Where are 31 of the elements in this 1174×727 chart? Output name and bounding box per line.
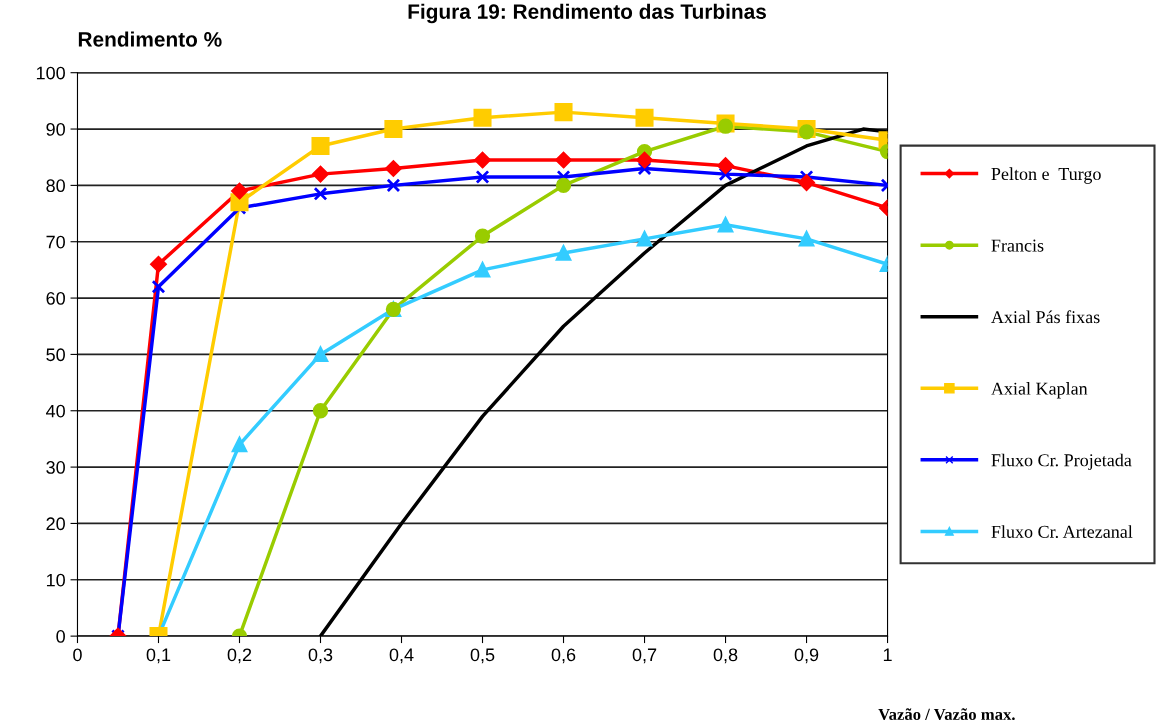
x-tick-label: 0,9	[794, 648, 819, 664]
chart-title: Figura 19: Rendimento das Turbinas	[408, 3, 766, 24]
y-tick-label: 90	[46, 122, 65, 136]
y-tick-label: 50	[46, 348, 65, 362]
y-axis-title: Rendimento %	[78, 31, 222, 47]
y-tick-label: 30	[46, 461, 65, 474]
legend-label: Fluxo Cr. Artezanal	[991, 525, 1133, 538]
legend-label: Axial Kaplan	[991, 382, 1088, 399]
legend-label: Francis	[991, 239, 1044, 252]
y-tick-label: 100	[36, 66, 65, 80]
x-tick-label: 0,3	[308, 648, 333, 664]
legend-label: Fluxo Cr. Projetada	[991, 453, 1132, 471]
y-tick-label: 10	[46, 573, 65, 587]
x-tick-label: 0,2	[227, 648, 252, 664]
x-tick-label: 0,5	[470, 648, 495, 664]
legend-label: Axial Pás fixas	[991, 310, 1100, 324]
y-tick-label: 40	[46, 404, 65, 418]
y-tick-label: 70	[46, 235, 65, 249]
legend-label: Pelton e Turgo	[991, 167, 1101, 184]
x-tick-label: 0	[73, 648, 82, 662]
y-tick-label: 20	[46, 517, 65, 531]
x-tick-label: 0,6	[551, 648, 576, 664]
y-tick-label: 80	[46, 179, 65, 193]
x-tick-label: 0,1	[146, 648, 171, 664]
y-tick-label: 60	[46, 292, 65, 305]
x-tick-label: 0,7	[632, 648, 657, 664]
x-tick-label: 1	[883, 648, 892, 662]
x-tick-label: 0,4	[389, 648, 414, 664]
x-axis-title: Vazão / Vazão max.	[878, 708, 1015, 721]
y-tick-label: 0	[56, 630, 65, 643]
x-tick-label: 0,8	[713, 648, 738, 664]
